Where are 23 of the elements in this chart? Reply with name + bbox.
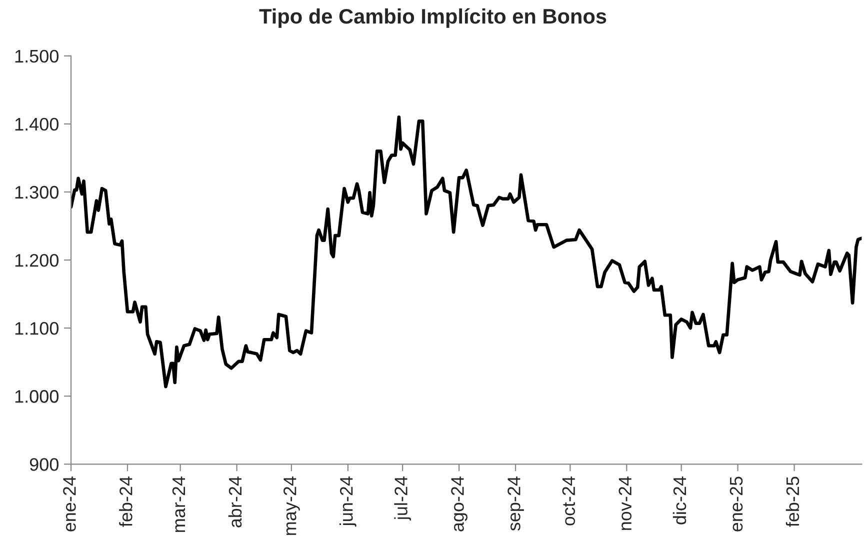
x-tick-label: ene-24 — [63, 476, 76, 532]
x-tick-label: feb-24 — [119, 476, 132, 527]
x-tick-label: abr-24 — [228, 476, 242, 528]
x-tick-label: nov-24 — [618, 476, 632, 530]
x-tick-label: may-24 — [284, 476, 300, 535]
y-tick-label: 1.200 — [15, 254, 59, 267]
x-tick-label: sep-24 — [508, 476, 524, 531]
y-tick-label: 1.400 — [15, 118, 59, 131]
x-tick-label: ene-25 — [730, 476, 743, 532]
chart-title: Tipo de Cambio Implícito en Bonos — [259, 8, 606, 28]
x-tick-label: oct-24 — [562, 476, 576, 526]
x-tick-label: jul-24 — [394, 476, 411, 521]
y-tick-label: 1.000 — [15, 390, 59, 403]
line-series — [71, 115, 862, 388]
x-tick-label: feb-25 — [786, 476, 800, 527]
x-tick-label: ago-24 — [451, 476, 468, 532]
x-tick-label: jun-24 — [340, 476, 356, 527]
x-tick-label: dic-24 — [672, 476, 686, 524]
y-tick-label: 1.100 — [15, 322, 59, 335]
y-tick-label: 1.500 — [15, 50, 59, 63]
x-tick-label: mar-24 — [172, 476, 186, 532]
y-tick-label: 900 — [30, 458, 59, 471]
y-tick-label: 1.300 — [15, 186, 59, 199]
